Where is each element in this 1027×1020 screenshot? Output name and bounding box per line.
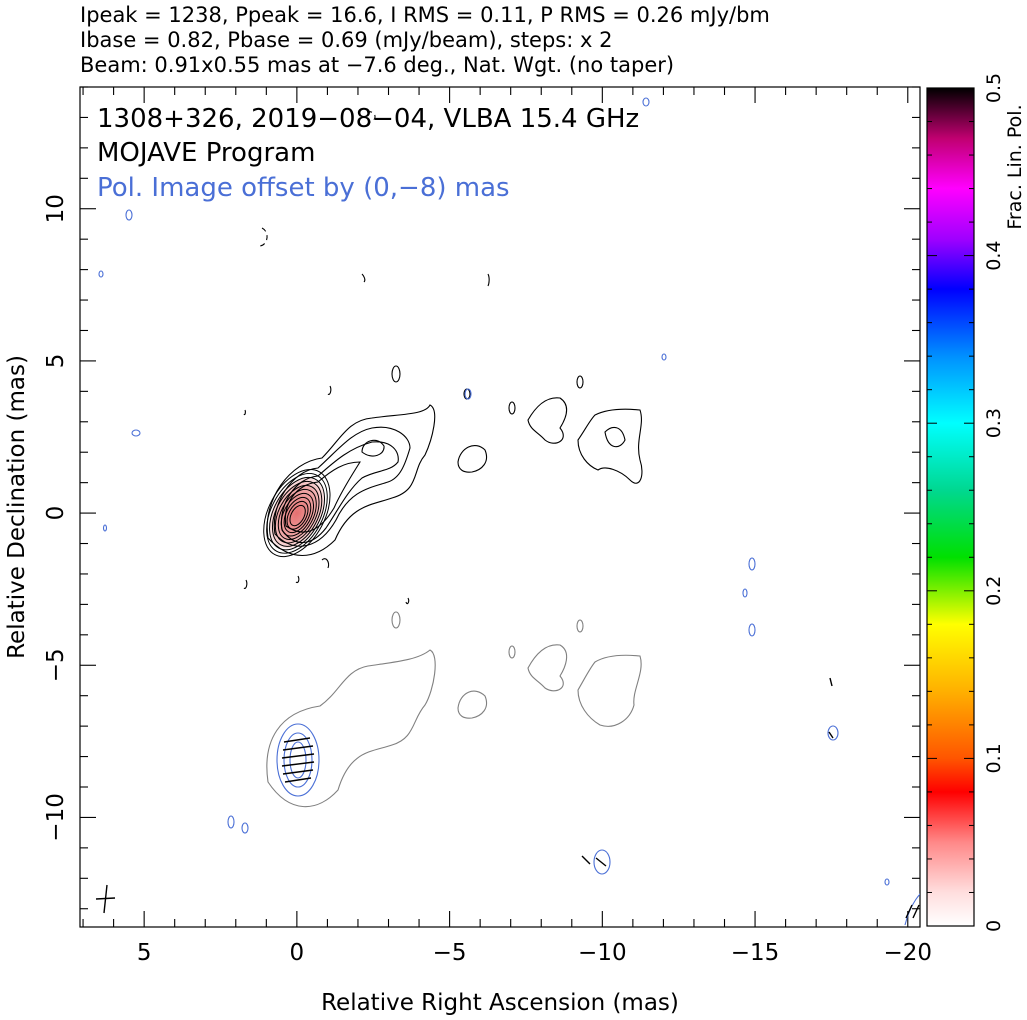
core-contour xyxy=(274,484,320,544)
pol-contours xyxy=(98,97,920,926)
x-tick-label: −10 xyxy=(578,940,627,966)
x-tick-label: −15 xyxy=(731,940,780,966)
y-tick-label: 0 xyxy=(43,506,69,521)
plot-title-line-2: MOJAVE Program xyxy=(97,138,315,168)
contour-layer xyxy=(95,97,920,926)
colorbar-tick-label: 0.3 xyxy=(983,408,1005,438)
header-line-2: Ibase = 0.82, Pbase = 0.69 (mJy/beam), s… xyxy=(80,28,613,52)
y-tick-label: 10 xyxy=(43,194,69,223)
x-axis-label: Relative Right Ascension (mas) xyxy=(321,990,679,1016)
colorbar-tick-labels: 0 0.1 0.2 0.3 0.4 0.5 xyxy=(983,73,1005,932)
pol-i-contours xyxy=(266,611,642,808)
colorbar-tick-label: 0.2 xyxy=(983,576,1005,606)
x-tick-label: −20 xyxy=(884,940,933,966)
y-tick-label: 5 xyxy=(43,354,69,369)
colorbar-tick-label: 0.5 xyxy=(983,73,1005,103)
colorbar xyxy=(926,87,975,927)
y-tick-label: −5 xyxy=(43,648,69,682)
y-axis-label: Relative Declination (mas) xyxy=(4,355,30,659)
core-contour xyxy=(277,488,317,540)
axis-ticks xyxy=(80,86,920,927)
x-tick-label: −5 xyxy=(433,940,467,966)
plot-title-line-3: Pol. Image offset by (0,−8) mas xyxy=(97,173,510,203)
x-tick-labels: 5 0 −5 −10 −15 −20 xyxy=(137,940,932,966)
colorbar-tick-label: 0.1 xyxy=(983,743,1005,773)
colorbar-label: Frac. Lin. Pol. xyxy=(1004,104,1026,229)
plot-title-line-1: 1308+326, 2019−08−04, VLBA 15.4 GHz xyxy=(97,104,639,134)
header-line-3: Beam: 0.91x0.55 mas at −7.6 deg., Nat. W… xyxy=(80,53,675,77)
y-tick-labels: 10 5 0 −5 −10 xyxy=(43,194,69,842)
x-tick-label: 5 xyxy=(137,940,152,966)
core-contour xyxy=(283,496,312,534)
evpa-vectors xyxy=(281,677,920,919)
beam-marker xyxy=(95,884,116,914)
core-contour xyxy=(289,504,306,527)
x-tick-label: 0 xyxy=(290,940,305,966)
y-tick-label: −10 xyxy=(43,793,69,842)
colorbar-tick-label: 0 xyxy=(983,920,1005,932)
header-line-1: Ipeak = 1238, Ppeak = 16.6, I RMS = 0.11… xyxy=(80,3,770,27)
plot-frame xyxy=(79,86,921,928)
colorbar-tick-label: 0.4 xyxy=(983,240,1005,270)
negative-contours xyxy=(259,111,376,247)
stokes-i-jet-contours xyxy=(243,273,643,605)
colorbar-ticks xyxy=(927,87,974,927)
